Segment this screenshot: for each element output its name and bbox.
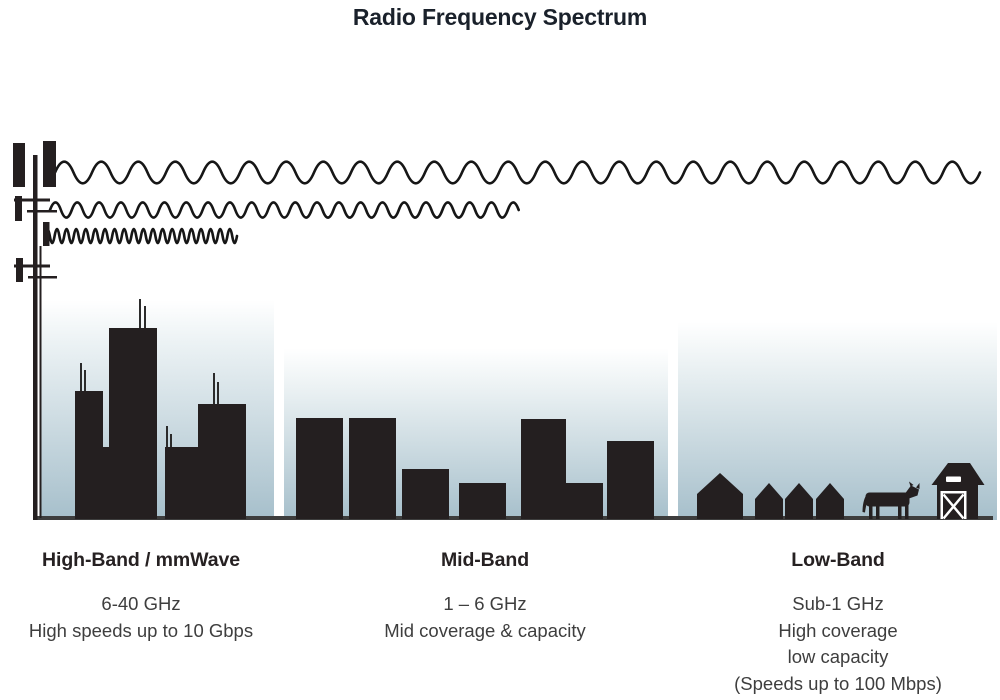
mid-band-heading: Mid-Band xyxy=(440,549,530,571)
skyscraper-silhouette xyxy=(165,447,198,519)
cell-tower-shape xyxy=(13,141,57,520)
high-band-heading: High-Band / mmWave xyxy=(42,549,240,571)
building-silhouette xyxy=(402,469,449,519)
high-band-frequency: 6-40 GHz xyxy=(101,593,181,614)
barn-icon xyxy=(931,463,985,520)
building-silhouette xyxy=(607,441,654,519)
house-icon xyxy=(697,473,743,519)
antenna-mast xyxy=(170,434,172,447)
house-icon xyxy=(755,483,783,519)
low-band-coverage: High coverage xyxy=(778,619,898,641)
radio-waves-graphic xyxy=(43,160,982,245)
mid-band-label-group: Mid-Band 1 – 6 GHz Mid coverage & capaci… xyxy=(365,550,605,644)
house-icon xyxy=(785,483,813,519)
skyscraper-silhouette xyxy=(75,391,103,519)
antenna-mast xyxy=(139,299,141,328)
building-silhouette xyxy=(566,483,603,519)
page-title: Radio Frequency Spectrum xyxy=(352,4,648,30)
skyscraper-silhouette xyxy=(103,447,109,519)
mid-band-description: Mid coverage & capacity xyxy=(384,619,586,641)
antenna-mast xyxy=(80,363,82,391)
low-band-speed: (Speeds up to 100 Mbps) xyxy=(734,672,942,694)
antenna-mast xyxy=(217,382,219,404)
mid-band-frequency: 1 – 6 GHz xyxy=(443,593,527,614)
rural-scene xyxy=(697,463,985,520)
building-silhouette xyxy=(349,418,396,519)
high-band-label-group: High-Band / mmWave 6-40 GHz High speeds … xyxy=(21,550,261,644)
low-band-capacity: low capacity xyxy=(787,646,889,667)
low-band-heading: Low-Band xyxy=(791,549,885,571)
building-silhouette xyxy=(521,419,566,519)
building-silhouette xyxy=(296,418,343,519)
skyscraper-silhouette xyxy=(109,328,157,519)
low-band-wave xyxy=(53,160,982,185)
antenna-mast xyxy=(144,306,146,328)
high-band-description: High speeds up to 10 Gbps xyxy=(28,619,254,641)
ground-line xyxy=(33,515,993,520)
mid-band-wave xyxy=(48,201,520,219)
house-icon xyxy=(816,483,844,519)
low-band-label-group: Low-Band Sub-1 GHz High coverage low cap… xyxy=(708,550,968,697)
skyscraper-silhouette xyxy=(198,404,246,519)
antenna-mast xyxy=(213,373,215,404)
cell-tower-icon xyxy=(13,141,57,520)
low-band-frequency: Sub-1 GHz xyxy=(792,593,884,614)
cow-icon xyxy=(862,481,920,519)
antenna-mast xyxy=(166,426,168,447)
high-band-wave xyxy=(43,227,239,245)
building-silhouette xyxy=(459,483,506,519)
antenna-mast xyxy=(84,370,86,391)
